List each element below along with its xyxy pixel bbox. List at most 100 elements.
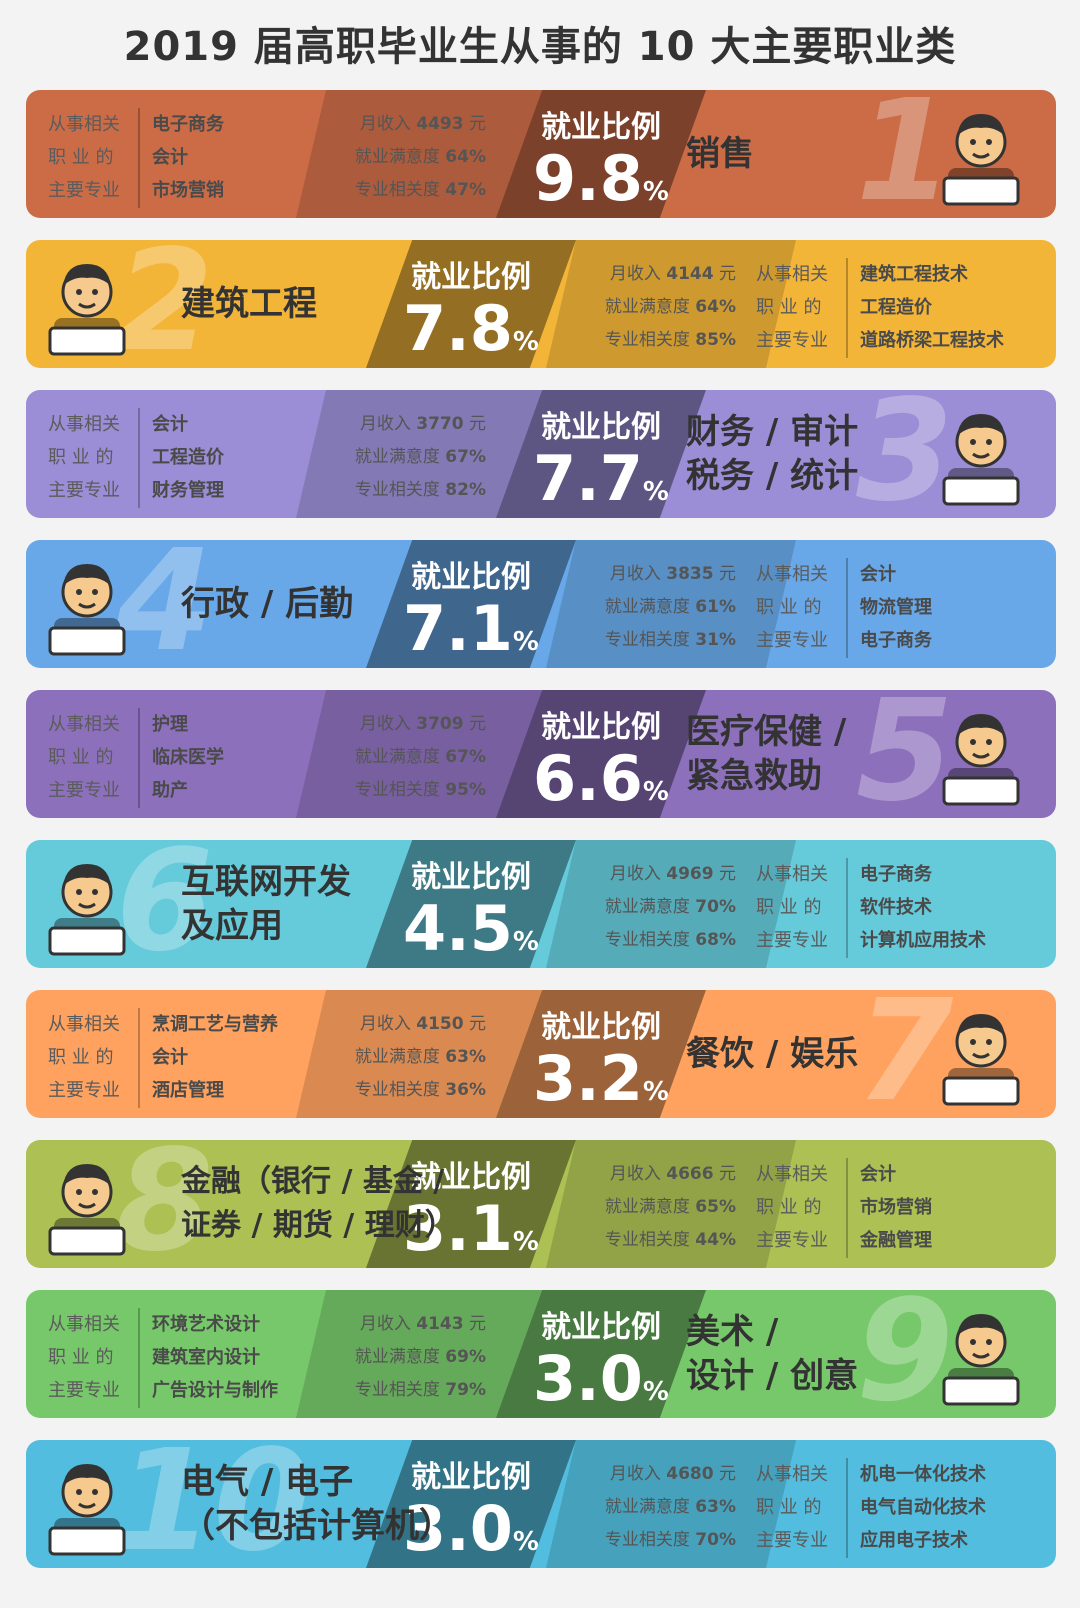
major-item: 应用电子技术 <box>860 1530 968 1551</box>
major-item: 酒店管理 <box>152 1080 224 1101</box>
monthly-income-unit: 元 <box>719 1164 736 1184</box>
major-item: 助产 <box>152 780 188 801</box>
ratio-number: 9.8 <box>533 142 643 215</box>
major-relevance-label: 专业相关度 <box>354 1380 440 1400</box>
occupation-name: 行政 / 后勤 <box>181 582 353 626</box>
major-item: 电子商务 <box>860 864 932 885</box>
job-stats: 月收入 4969 元就业满意度 70% 专业相关度 68% <box>546 858 736 958</box>
monthly-income: 月收入 3709 元 <box>296 708 486 741</box>
monthly-income-unit: 元 <box>469 114 486 134</box>
major-item: 烹调工艺与营养 <box>152 1014 278 1035</box>
major-relevance: 专业相关度 70% <box>546 1524 736 1557</box>
employment-satisfaction-label: 就业满意度 <box>604 297 690 317</box>
majors-label: 从事相关职 业 的主要专业 <box>756 258 848 358</box>
monthly-income-value: 3709 <box>416 714 464 734</box>
monthly-income-unit: 元 <box>719 264 736 284</box>
major-relevance-value: 85% <box>695 330 736 350</box>
monthly-income-unit: 元 <box>469 1014 486 1034</box>
monthly-income-value: 3835 <box>666 564 714 584</box>
major-item: 环境艺术设计 <box>152 1314 260 1335</box>
majors-label-line: 从事相关 <box>48 1314 120 1335</box>
ratio-percent: % <box>642 777 669 807</box>
job-stats: 月收入 4666 元就业满意度 65% 专业相关度 44% <box>546 1158 736 1258</box>
major-item: 工程造价 <box>152 447 224 468</box>
major-relevance-label: 专业相关度 <box>354 180 440 200</box>
majors-label: 从事相关职 业 的主要专业 <box>48 708 140 808</box>
related-majors: 从事相关职 业 的主要专业 机电一体化技术 电气自动化技术 应用电子技术 <box>756 1458 986 1558</box>
rank-number: 9 <box>856 1290 954 1418</box>
rank-number: 7 <box>856 990 954 1118</box>
major-relevance-label: 专业相关度 <box>604 1530 690 1550</box>
monthly-income-label: 月收入 <box>609 864 661 884</box>
employment-satisfaction-label: 就业满意度 <box>604 897 690 917</box>
employment-satisfaction-label: 就业满意度 <box>604 1197 690 1217</box>
monthly-income-value: 4666 <box>666 1164 714 1184</box>
rank-number: 2 <box>116 240 214 368</box>
majors-label-line: 从事相关 <box>48 714 120 735</box>
employment-ratio-value: 3.0% <box>496 1346 706 1418</box>
worker-avatar-icon <box>938 402 1024 506</box>
major-item: 市场营销 <box>860 1197 932 1218</box>
occupation-card: 6 从事相关职 业 的主要专业 电子商务 软件技术 计算机应用技术 月收入 4969 元就… <box>26 840 1056 968</box>
stats-band <box>546 840 796 968</box>
monthly-income-value: 4680 <box>666 1464 714 1484</box>
related-majors: 从事相关职 业 的主要专业 会计 市场营销 金融管理 <box>756 1158 986 1258</box>
ratio-number: 3.1 <box>403 1192 513 1265</box>
major-relevance-label: 专业相关度 <box>354 1080 440 1100</box>
employment-satisfaction-label: 就业满意度 <box>354 447 440 467</box>
worker-avatar-icon <box>938 702 1024 806</box>
major-item: 建筑室内设计 <box>152 1347 260 1368</box>
occupation-card: 4 从事相关职 业 的主要专业 会计 物流管理 电子商务 月收入 3835 元就业满意度 … <box>26 540 1056 668</box>
employment-ratio-title: 就业比例 <box>411 260 531 295</box>
employment-satisfaction-label: 就业满意度 <box>354 1347 440 1367</box>
majors-label-line: 主要专业 <box>48 1380 120 1401</box>
job-stats: 月收入 4144 元就业满意度 64% 专业相关度 85% <box>546 258 736 358</box>
major-relevance: 专业相关度 79% <box>296 1374 486 1407</box>
ratio-number: 6.6 <box>533 742 643 815</box>
ratio-percent: % <box>642 477 669 507</box>
employment-ratio-title: 就业比例 <box>541 110 661 145</box>
majors-label: 从事相关职 业 的主要专业 <box>756 1458 848 1558</box>
major-relevance: 专业相关度 95% <box>296 774 486 807</box>
monthly-income-unit: 元 <box>719 864 736 884</box>
employment-satisfaction: 就业满意度 61% <box>546 591 736 624</box>
employment-ratio-value: 3.2% <box>496 1046 706 1118</box>
occupation-name: 电气 / 电子 （不包括计算机） <box>181 1460 453 1548</box>
major-relevance-value: 79% <box>445 1380 486 1400</box>
majors-list: 会计 市场营销 金融管理 <box>860 1158 1056 1257</box>
employment-satisfaction-value: 69% <box>445 1347 486 1367</box>
major-item: 广告设计与制作 <box>152 1380 278 1401</box>
major-item: 会计 <box>152 414 188 435</box>
employment-satisfaction-label: 就业满意度 <box>354 147 440 167</box>
employment-ratio-title: 就业比例 <box>411 560 531 595</box>
major-relevance: 专业相关度 36% <box>296 1074 486 1107</box>
major-item: 计算机应用技术 <box>860 930 986 951</box>
major-relevance-label: 专业相关度 <box>604 1230 690 1250</box>
occupation-name-line: 餐饮 / 娱乐 <box>686 1034 859 1074</box>
job-stats: 月收入 3709 元就业满意度 67% 专业相关度 95% <box>296 708 486 808</box>
occupation-name-line: 销售 <box>686 134 754 174</box>
major-relevance-label: 专业相关度 <box>354 480 440 500</box>
occupation-name-line: 财务 / 审计 <box>686 412 859 452</box>
majors-label: 从事相关职 业 的主要专业 <box>48 408 140 508</box>
occupation-name-line: 电气 / 电子 <box>181 1462 354 1502</box>
worker-avatar-icon <box>44 1452 130 1556</box>
major-relevance-value: 82% <box>445 480 486 500</box>
major-item: 道路桥梁工程技术 <box>860 330 1004 351</box>
ratio-percent: % <box>642 1077 669 1107</box>
monthly-income: 月收入 4666 元 <box>546 1158 736 1191</box>
ratio-percent: % <box>512 327 539 357</box>
occupation-card: 3 从事相关职 业 的主要专业 会计 工程造价 财务管理 月收入 3770 元就业满意度 … <box>26 390 1056 518</box>
majors-list: 会计 物流管理 电子商务 <box>860 558 1056 657</box>
occupation-name-line: 美术 / <box>686 1312 779 1352</box>
major-item: 护理 <box>152 714 188 735</box>
employment-ratio-value: 3.1% <box>366 1196 576 1268</box>
monthly-income-value: 4493 <box>416 114 464 134</box>
majors-label-line: 职 业 的 <box>756 597 822 618</box>
employment-satisfaction: 就业满意度 69% <box>296 1341 486 1374</box>
rank-number: 10 <box>116 1440 311 1568</box>
majors-label-line: 主要专业 <box>48 180 120 201</box>
occupation-name-line: 行政 / 后勤 <box>181 584 354 624</box>
majors-label-line: 职 业 的 <box>756 1497 822 1518</box>
employment-ratio-title: 就业比例 <box>541 710 661 745</box>
